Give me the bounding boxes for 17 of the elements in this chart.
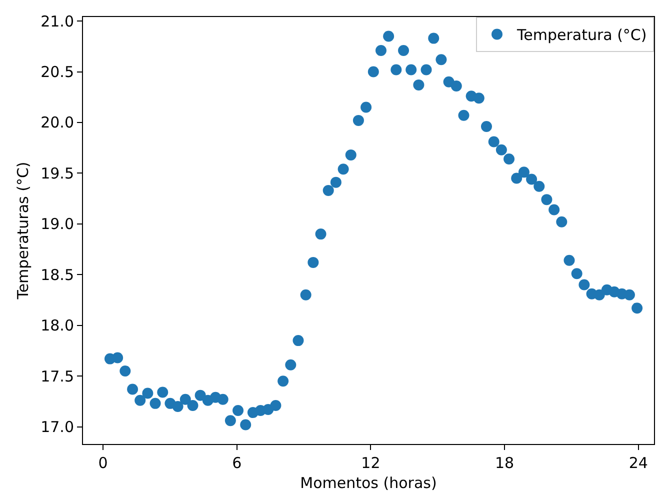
y-tick-label: 18.0 [40, 316, 74, 335]
x-tick-label: 0 [98, 454, 108, 472]
y-tick-label: 21.0 [40, 12, 74, 30]
x-tick-label: 12 [361, 454, 380, 472]
x-tick-label: 18 [495, 454, 514, 472]
y-tick-label: 18.5 [40, 266, 74, 284]
x-tick-label: 6 [232, 454, 242, 472]
y-tick-label: 17.0 [40, 418, 74, 436]
y-tick-label: 19.0 [40, 215, 74, 234]
y-tick-label: 19.5 [40, 164, 74, 182]
y-tick-label: 20.0 [40, 114, 74, 132]
y-tick-label: 20.5 [40, 63, 74, 82]
x-tick-label: 24 [628, 454, 648, 472]
legend-label: Temperatura (°C) [516, 26, 647, 44]
y-axis-title: Temperaturas (°C) [14, 162, 32, 300]
y-tick-label: 17.5 [40, 367, 74, 386]
x-axis-title: Momentos (horas) [300, 474, 437, 492]
